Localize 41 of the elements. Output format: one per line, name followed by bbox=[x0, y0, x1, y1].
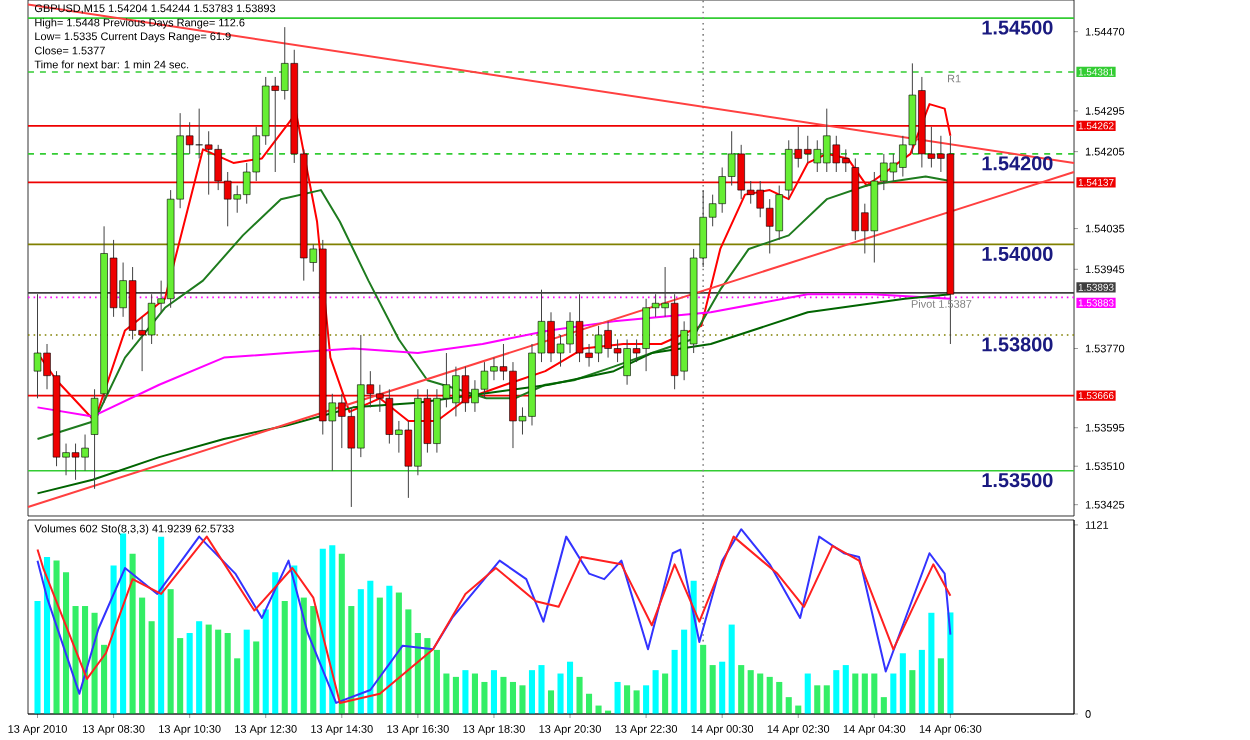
bar bbox=[386, 585, 393, 714]
bar bbox=[804, 673, 811, 714]
bar bbox=[738, 665, 745, 714]
bar bbox=[243, 629, 250, 714]
bar bbox=[880, 697, 887, 714]
bar bbox=[842, 665, 849, 714]
bar bbox=[281, 600, 288, 714]
bar bbox=[452, 676, 459, 714]
bar bbox=[823, 685, 830, 714]
annotation: 1.54000 bbox=[982, 246, 1053, 261]
bar bbox=[158, 536, 165, 714]
bar bbox=[833, 670, 840, 714]
bar bbox=[547, 690, 555, 714]
bar bbox=[709, 665, 716, 714]
bar bbox=[462, 670, 469, 714]
bar bbox=[652, 670, 659, 714]
bar bbox=[490, 670, 497, 714]
bar bbox=[728, 624, 735, 714]
bar bbox=[614, 681, 621, 714]
bar bbox=[852, 673, 859, 714]
bar bbox=[376, 597, 383, 714]
annotation: 1.53500 bbox=[982, 473, 1053, 488]
bar bbox=[148, 621, 155, 714]
bar bbox=[890, 673, 897, 714]
bar bbox=[633, 690, 640, 714]
bar bbox=[937, 658, 944, 714]
bar bbox=[899, 653, 906, 714]
annotation: 1.54200 bbox=[982, 156, 1053, 171]
annotation: 1.54500 bbox=[982, 20, 1053, 35]
bar bbox=[662, 673, 669, 714]
bar bbox=[643, 685, 650, 714]
bar bbox=[700, 644, 707, 714]
bar bbox=[624, 685, 631, 714]
candlestick bbox=[90, 388, 99, 490]
bar bbox=[947, 612, 954, 714]
bar bbox=[814, 685, 821, 714]
annotation: 1.53800 bbox=[982, 337, 1053, 352]
bar bbox=[253, 641, 260, 714]
bar bbox=[291, 565, 298, 714]
bar bbox=[909, 670, 916, 714]
bar bbox=[719, 661, 726, 714]
